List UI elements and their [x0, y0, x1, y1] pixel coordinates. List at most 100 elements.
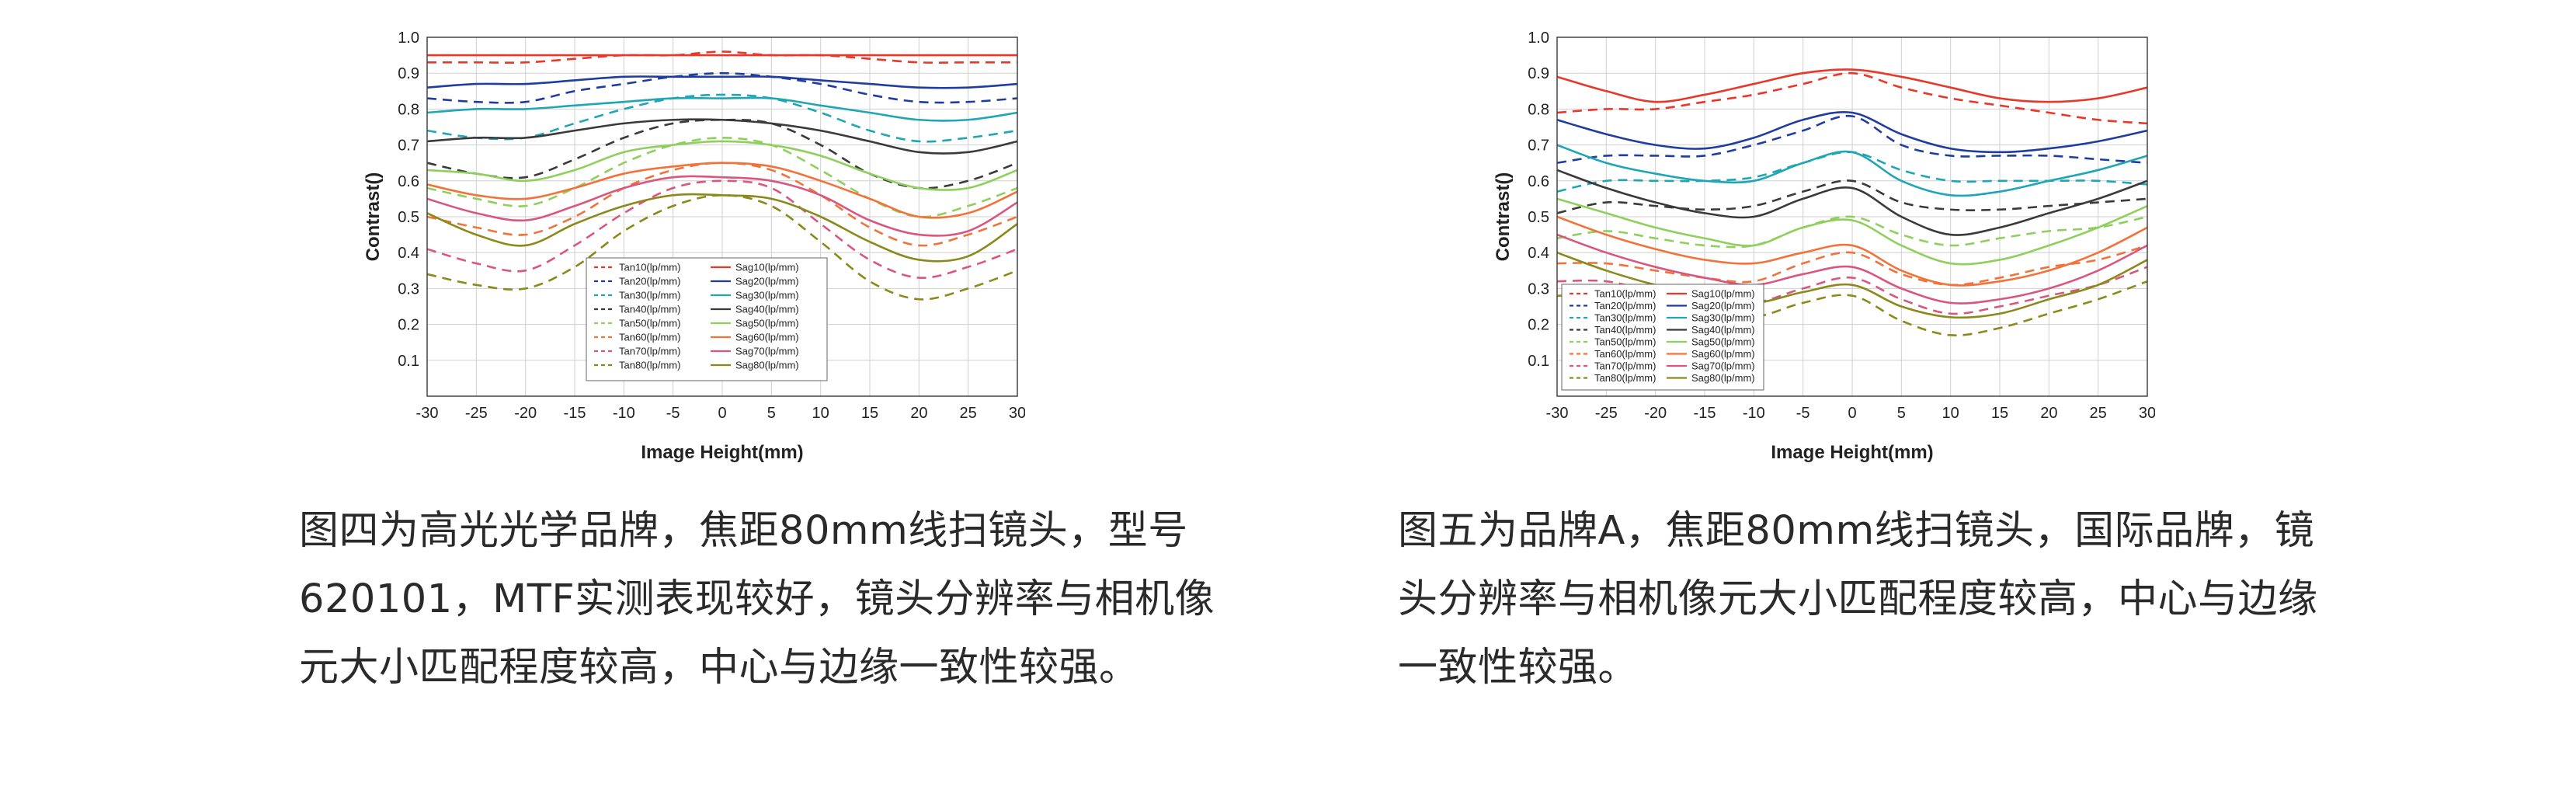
y-tick-label: 0.6: [1528, 173, 1549, 190]
x-tick-label: -10: [1743, 405, 1765, 422]
legend-label: Sag80(lp/mm): [735, 360, 799, 371]
y-tick-label: 0.8: [1528, 101, 1549, 118]
series-line-tan60-lp-mm: [1556, 244, 2148, 287]
series-line-tan80-lp-mm: [426, 193, 1018, 301]
x-tick-label: -5: [1796, 405, 1810, 422]
legend: Tan10(lp/mm) Tan20(lp/mm) Tan30(lp/mm) Tan4…: [586, 257, 828, 381]
y-tick-label: 0.6: [398, 173, 419, 190]
legend-label: Tan30(lp/mm): [619, 290, 680, 301]
legend-label: Sag70(lp/mm): [1691, 360, 1755, 372]
series-group: [1556, 68, 2148, 337]
y-tick-label: 1.0: [1528, 30, 1549, 47]
legend-label: Tan50(lp/mm): [619, 318, 680, 329]
series-line-sag60-lp-mm: [1556, 215, 2148, 287]
x-tick-label: 10: [1942, 405, 1959, 422]
series-line-tan50-lp-mm: [1556, 215, 2148, 249]
x-tick-label: 0: [1848, 405, 1856, 422]
y-tick-label: 0.7: [1528, 137, 1549, 155]
legend: Tan10(lp/mm)Tan20(lp/mm)Tan30(lp/mm)Tan4…: [1561, 284, 1764, 391]
mtf-chart-right: -30 -25 -20 -15 -10 -5 0 5 10 15 20 25 30 0.1 0.2 0.3 0.…: [1456, 0, 2155, 474]
x-tick-label: 15: [1991, 405, 2008, 422]
legend-box: [1561, 284, 1764, 391]
x-tick-label: 5: [767, 405, 776, 422]
series-line-tan40-lp-mm: [1556, 179, 2148, 214]
y-tick-label: 0.7: [398, 137, 419, 155]
legend-label: Tan10(lp/mm): [619, 262, 680, 273]
x-tick-label: 0: [718, 405, 726, 422]
x-tick-label: -15: [564, 405, 586, 422]
series-line-sag60-lp-mm: [426, 162, 1018, 219]
mtf-chart-right-svg: -30 -25 -20 -15 -10 -5 0 5 10 15 20 25 30 0.1 0.2 0.3 0.…: [1493, 30, 2155, 463]
legend-label: Sag40(lp/mm): [735, 304, 799, 315]
series-line-tan70-lp-mm: [426, 179, 1018, 279]
legend-label: Tan20(lp/mm): [619, 276, 680, 287]
legend-label: Sag80(lp/mm): [1691, 372, 1755, 384]
y-tick-label: 0.5: [398, 209, 419, 226]
legend-label: Sag50(lp/mm): [735, 318, 799, 329]
legend-label: Sag20(lp/mm): [735, 276, 799, 287]
legend-label: Sag30(lp/mm): [1691, 312, 1755, 324]
legend-label: Sag40(lp/mm): [1691, 324, 1755, 336]
legend-label: Tan80(lp/mm): [619, 360, 680, 371]
y-tick-label: 0.4: [398, 245, 419, 262]
x-tick-label: 25: [960, 405, 977, 422]
x-tick-label: -20: [1644, 405, 1667, 422]
series-line-sag40-lp-mm: [1556, 169, 2148, 236]
y-tick-label: 0.5: [1528, 209, 1549, 226]
y-tick-label: 0.2: [398, 317, 419, 334]
series-line-sag50-lp-mm: [1556, 197, 2148, 266]
series-line-sag30-lp-mm: [1556, 144, 2148, 197]
series-line-sag50-lp-mm: [426, 140, 1018, 191]
legend-label: Sag30(lp/mm): [735, 290, 799, 301]
y-tick-label: 0.3: [1528, 280, 1549, 298]
series-line-tan10-lp-mm: [1556, 71, 2148, 125]
x-tick-label: 20: [2040, 405, 2057, 422]
series-group: [426, 50, 1018, 301]
y-tick-label: 0.1: [1528, 353, 1549, 370]
series-line-tan20-lp-mm: [1556, 114, 2148, 164]
legend-label: Sag60(lp/mm): [1691, 348, 1755, 360]
x-tick-label: 10: [812, 405, 829, 422]
x-tick-label: 20: [910, 405, 927, 422]
x-tick-label: -25: [1595, 405, 1618, 422]
series-line-sag10-lp-mm: [1556, 68, 2148, 103]
series-line-tan20-lp-mm: [426, 71, 1018, 104]
legend-label: Tan70(lp/mm): [1594, 360, 1656, 372]
x-tick-label: 30: [1009, 405, 1025, 422]
legend-label: Sag70(lp/mm): [735, 346, 799, 357]
y-tick-label: 0.1: [398, 353, 419, 370]
legend-label: Tan40(lp/mm): [1594, 324, 1656, 336]
y-axis-label: Contrast(): [363, 172, 384, 262]
y-tick-label: 1.0: [398, 30, 419, 47]
y-tick-label: 0.9: [398, 65, 419, 82]
x-axis-label: Image Height(mm): [1771, 442, 1933, 463]
series-line-sag80-lp-mm: [426, 193, 1018, 263]
x-tick-label: -30: [1546, 405, 1569, 422]
legend-box: [586, 257, 828, 381]
mtf-chart-left-svg: -30 -25 -20 -15 -10 -5 0 5 10 15 20 25 30 0.1 0.2 0.3 0.…: [363, 30, 1025, 463]
legend-label: Tan20(lp/mm): [1594, 300, 1656, 312]
x-tick-label: -30: [416, 405, 439, 422]
legend-label: Tan40(lp/mm): [619, 304, 680, 315]
x-tick-label: -10: [613, 405, 635, 422]
series-line-tan50-lp-mm: [426, 137, 1018, 218]
legend-label: Sag60(lp/mm): [735, 332, 799, 343]
x-tick-label: 25: [2090, 405, 2107, 422]
mtf-chart-left: -30 -25 -20 -15 -10 -5 0 5 10 15 20 25 30 0.1 0.2 0.3 0.…: [326, 0, 1025, 474]
legend-label: Tan70(lp/mm): [619, 346, 680, 357]
legend-label: Tan50(lp/mm): [1594, 336, 1656, 348]
x-tick-label: 15: [861, 405, 878, 422]
legend-label: Sag10(lp/mm): [1691, 288, 1755, 300]
legend-label: Tan10(lp/mm): [1594, 288, 1656, 300]
series-line-sag20-lp-mm: [1556, 111, 2148, 154]
x-tick-label: -20: [514, 405, 537, 422]
series-line-tan10-lp-mm: [427, 50, 1017, 64]
x-tick-label: -5: [666, 405, 680, 422]
series-line-sag40-lp-mm: [426, 118, 1018, 155]
series-line-sag20-lp-mm: [426, 75, 1018, 89]
y-tick-label: 0.2: [1528, 317, 1549, 334]
y-axis-label: Contrast(): [1493, 172, 1514, 262]
x-tick-label: -15: [1694, 405, 1716, 422]
x-tick-label: -25: [465, 405, 488, 422]
legend-label: Sag10(lp/mm): [735, 262, 799, 273]
